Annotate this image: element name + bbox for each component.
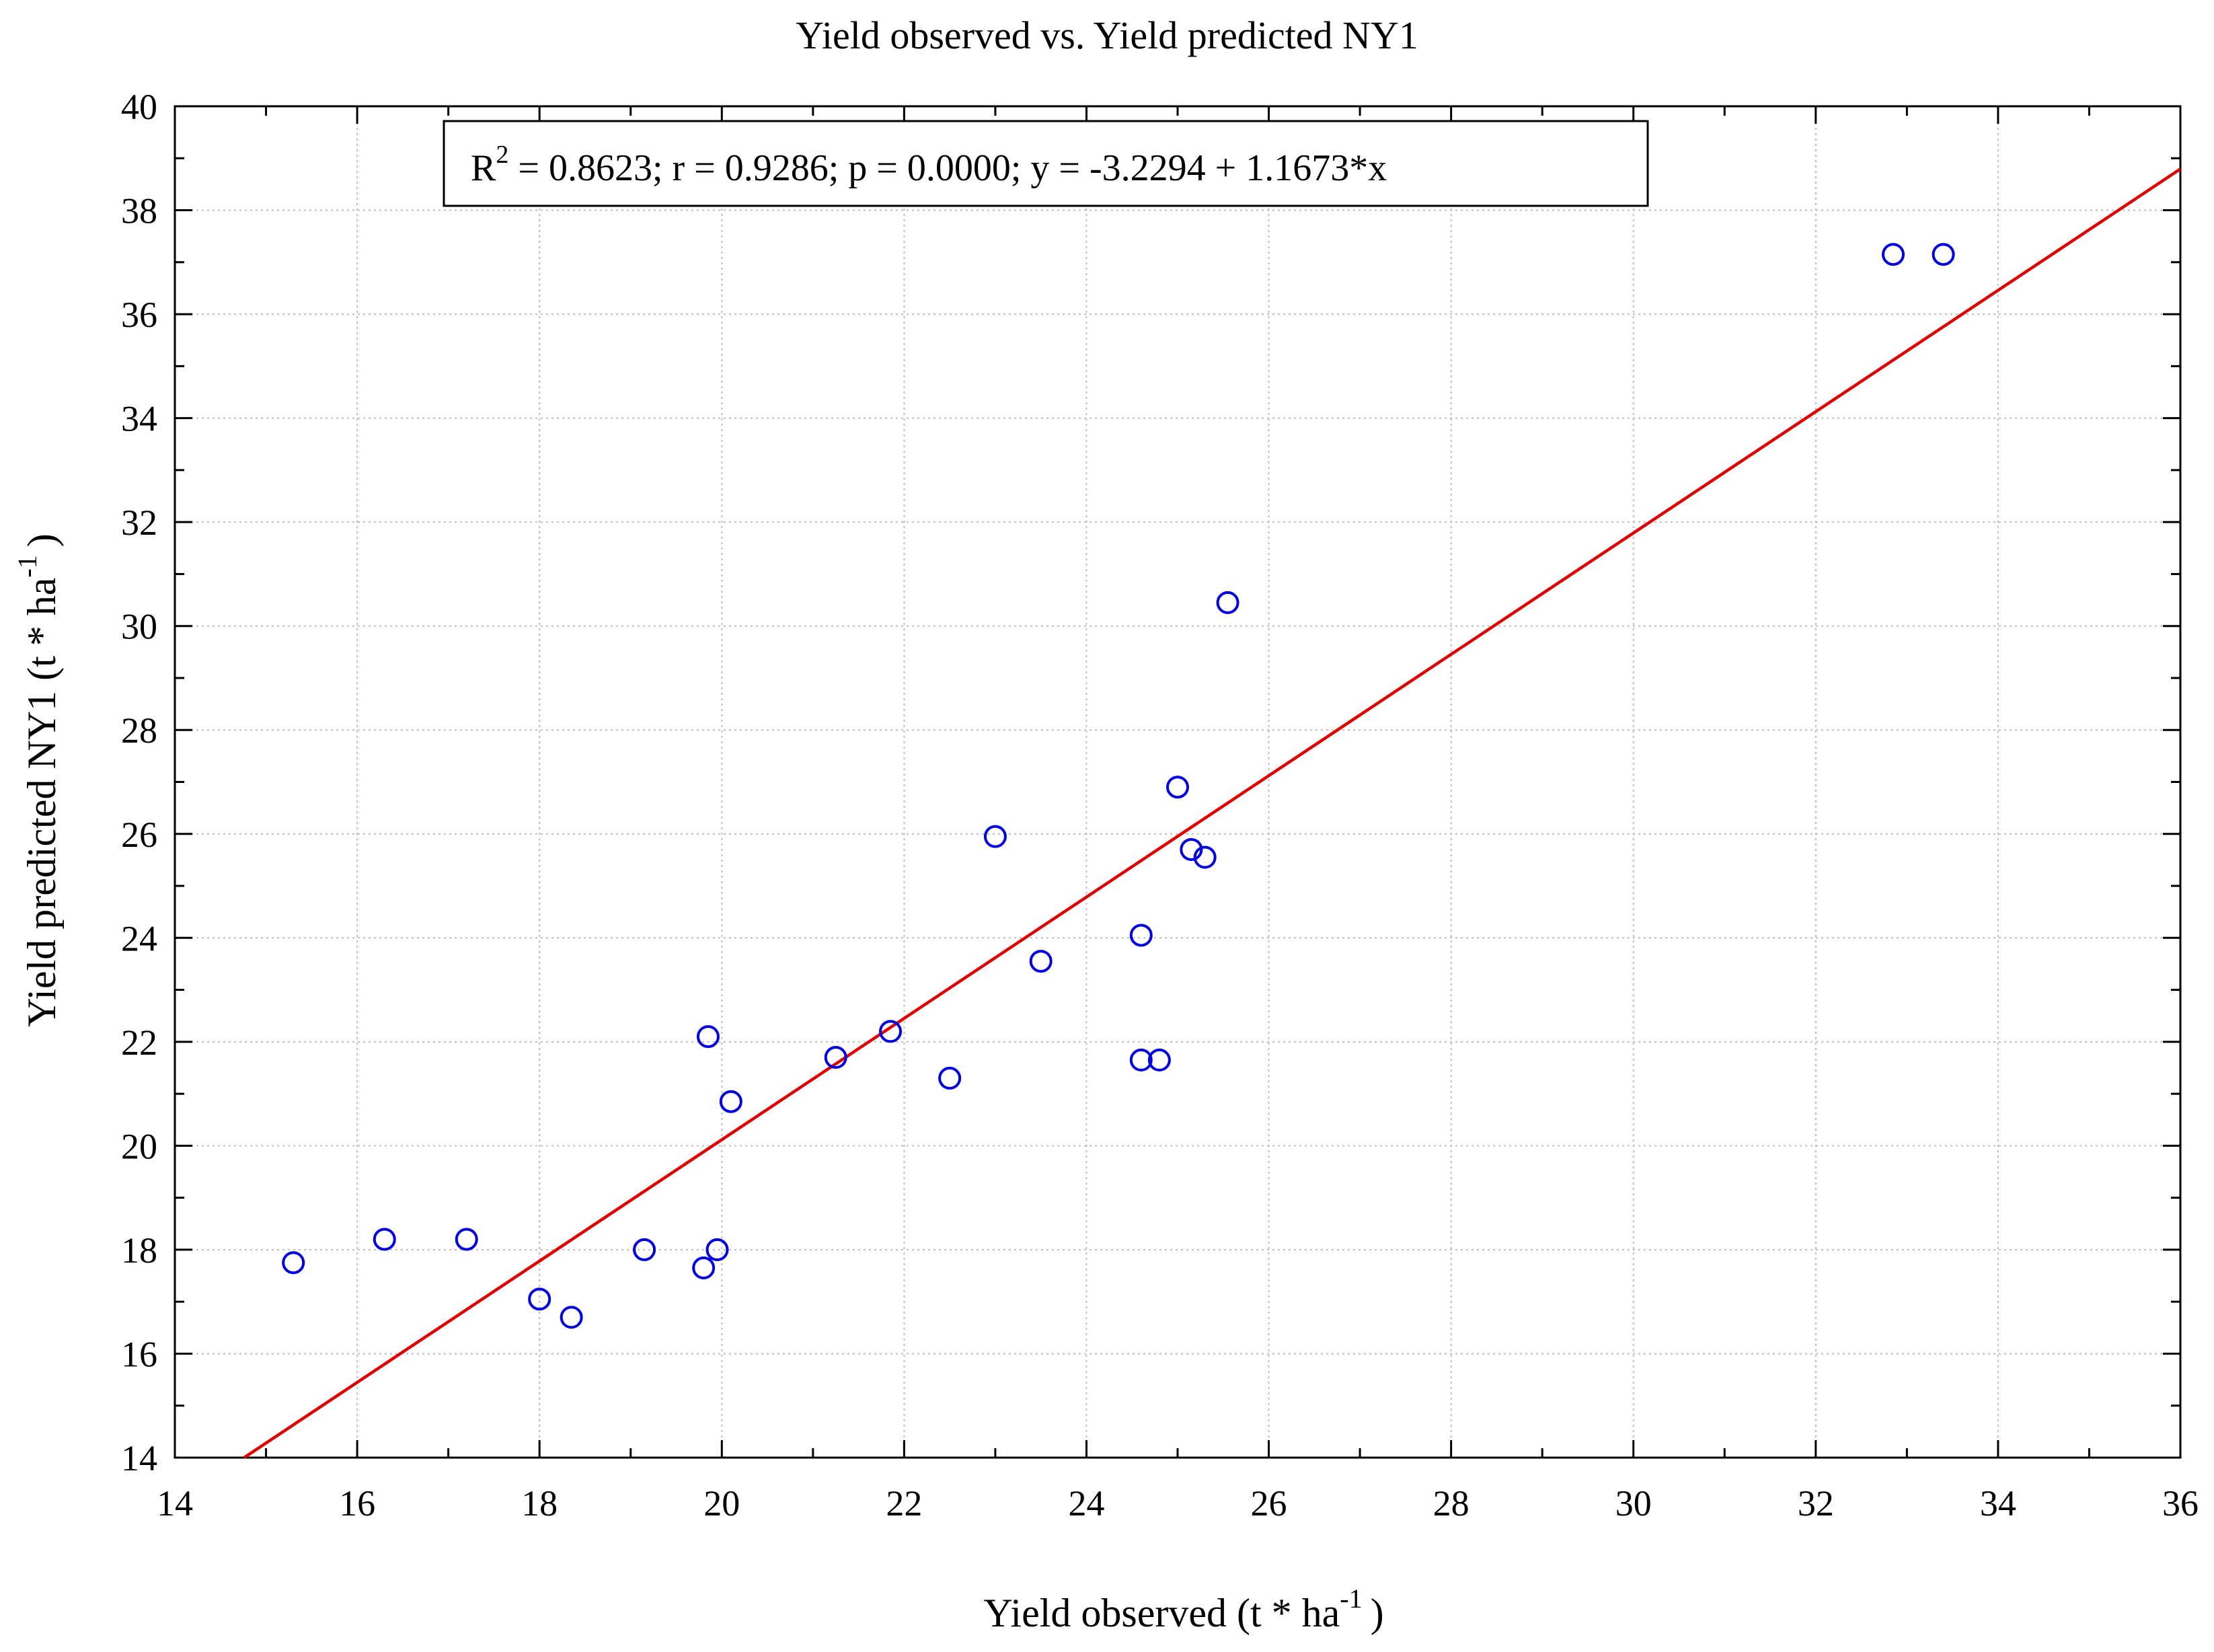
x-tick-label: 14 xyxy=(157,1483,193,1524)
regression-line-group xyxy=(243,167,2182,1459)
y-tick-label: 30 xyxy=(121,607,157,647)
y-axis-label-close: ) xyxy=(20,533,64,547)
data-point xyxy=(938,1066,962,1090)
data-point xyxy=(1932,243,1955,266)
data-point xyxy=(282,1251,305,1275)
x-axis-label-exp: -1 xyxy=(1340,1583,1362,1614)
y-tick-label: 40 xyxy=(121,87,157,127)
chart-title: Yield observed vs. Yield predicted NY1 xyxy=(796,13,1418,57)
tick-marks xyxy=(174,105,2182,1459)
y-tick-label: 26 xyxy=(121,815,157,855)
data-point xyxy=(560,1306,583,1329)
y-tick-label: 22 xyxy=(121,1022,157,1063)
x-tick-label: 24 xyxy=(1068,1483,1104,1524)
data-point xyxy=(1129,924,1153,947)
r2-superscript: 2 xyxy=(496,141,508,169)
x-tick-labels: 14 16 18 20 22 24 26 28 30 32 34 36 xyxy=(157,1483,2199,1524)
x-tick-label: 22 xyxy=(886,1483,922,1524)
stats-text: = 0.8623; r = 0.9286; p = 0.0000; y = -3… xyxy=(508,147,1387,189)
data-point xyxy=(528,1287,551,1311)
y-axis-label-exp: -1 xyxy=(12,555,42,577)
grid xyxy=(175,106,2180,1458)
y-tick-label: 32 xyxy=(121,502,157,543)
r2-symbol: R xyxy=(471,147,496,189)
data-points xyxy=(282,243,1955,1329)
data-point xyxy=(1029,950,1053,973)
y-tick-label: 20 xyxy=(121,1126,157,1166)
data-point xyxy=(719,1090,742,1113)
y-tick-label: 14 xyxy=(121,1438,157,1478)
x-tick-label: 26 xyxy=(1251,1483,1287,1524)
data-point xyxy=(983,825,1007,848)
x-tick-label: 18 xyxy=(521,1483,558,1524)
data-point xyxy=(692,1256,716,1279)
x-tick-label: 32 xyxy=(1798,1483,1834,1524)
data-point xyxy=(1216,591,1239,614)
y-tick-label: 36 xyxy=(121,295,157,335)
x-tick-label: 28 xyxy=(1433,1483,1469,1524)
data-point xyxy=(373,1228,396,1251)
y-axis-label-text: Yield predicted NY1 (t * ha xyxy=(20,578,64,1027)
x-axis-label-text: Yield observed (t * ha xyxy=(983,1591,1340,1635)
y-tick-label: 16 xyxy=(121,1334,157,1374)
data-point xyxy=(1180,837,1203,861)
y-tick-label: 28 xyxy=(121,710,157,751)
stats-box xyxy=(443,120,1649,207)
stats-annotation: R2 = 0.8623; r = 0.9286; p = 0.0000; y =… xyxy=(471,141,1387,189)
data-point xyxy=(824,1046,847,1069)
y-axis-label: Yield predicted NY1 (t * ha-1) xyxy=(12,533,64,1026)
data-point xyxy=(1193,846,1217,869)
x-axis-label: Yield observed (t * ha-1) xyxy=(983,1583,1383,1635)
y-tick-label: 38 xyxy=(121,191,157,231)
data-point xyxy=(1882,243,1905,266)
y-tick-label: 24 xyxy=(121,918,157,959)
x-tick-label: 30 xyxy=(1615,1483,1652,1524)
data-point xyxy=(696,1025,720,1049)
data-point xyxy=(1129,1048,1153,1072)
x-tick-label: 20 xyxy=(703,1483,740,1524)
x-axis-label-close: ) xyxy=(1371,1591,1384,1635)
data-point xyxy=(705,1238,729,1261)
x-tick-label: 36 xyxy=(2162,1483,2199,1524)
y-tick-labels: 14 16 18 20 22 24 26 28 30 32 34 36 38 40 xyxy=(121,87,157,1478)
x-tick-label: 16 xyxy=(339,1483,375,1524)
data-point xyxy=(1166,776,1189,799)
y-tick-label: 34 xyxy=(121,399,157,439)
data-point xyxy=(879,1020,903,1043)
data-point xyxy=(455,1228,478,1251)
data-point xyxy=(633,1238,656,1261)
data-point xyxy=(1147,1048,1171,1072)
x-tick-label: 34 xyxy=(1980,1483,2016,1524)
y-tick-label: 18 xyxy=(121,1230,157,1271)
regression-line xyxy=(243,167,2182,1459)
plot-area xyxy=(174,105,2182,1459)
